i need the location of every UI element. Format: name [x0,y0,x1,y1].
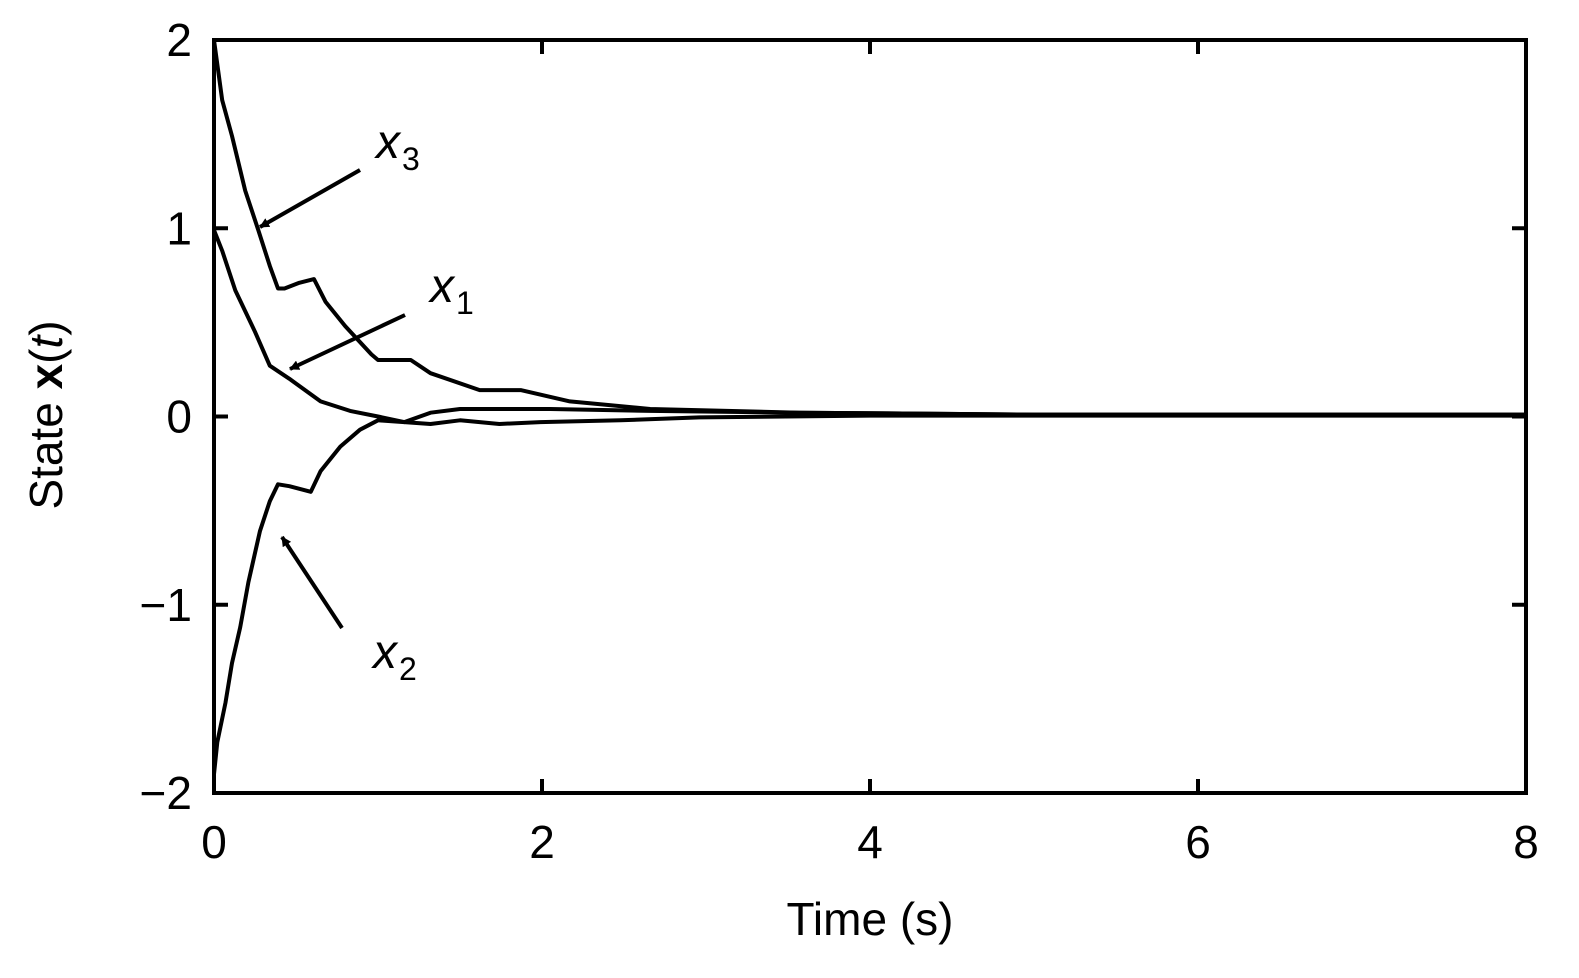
annotation-label-x2: x2 [371,626,417,687]
x-tick-label: 2 [529,816,555,868]
annotation-arrow-x2 [280,535,344,630]
x-tick-label: 0 [201,816,227,868]
y-axis-label: State x(t) [20,320,72,509]
series-line-x2 [212,407,1526,775]
y-tick-label: 0 [166,391,192,443]
x-tick-label: 8 [1513,816,1539,868]
y-tick-label: 2 [166,14,192,66]
annotation-label-x3: x3 [374,116,420,177]
y-tick-label: −1 [140,579,192,631]
x-axis-label: Time (s) [787,893,954,945]
x-tick-label: 4 [857,816,883,868]
annotation-label-x1: x1 [428,260,474,321]
y-tick-label: −2 [140,767,192,819]
x-tick-label: 6 [1185,816,1211,868]
annotation-arrow-x1 [289,313,406,371]
series-line-x1 [212,229,1526,426]
series-line-x3 [212,39,1526,417]
y-tick-label: 1 [166,202,192,254]
annotation-arrow-x3 [259,168,361,229]
